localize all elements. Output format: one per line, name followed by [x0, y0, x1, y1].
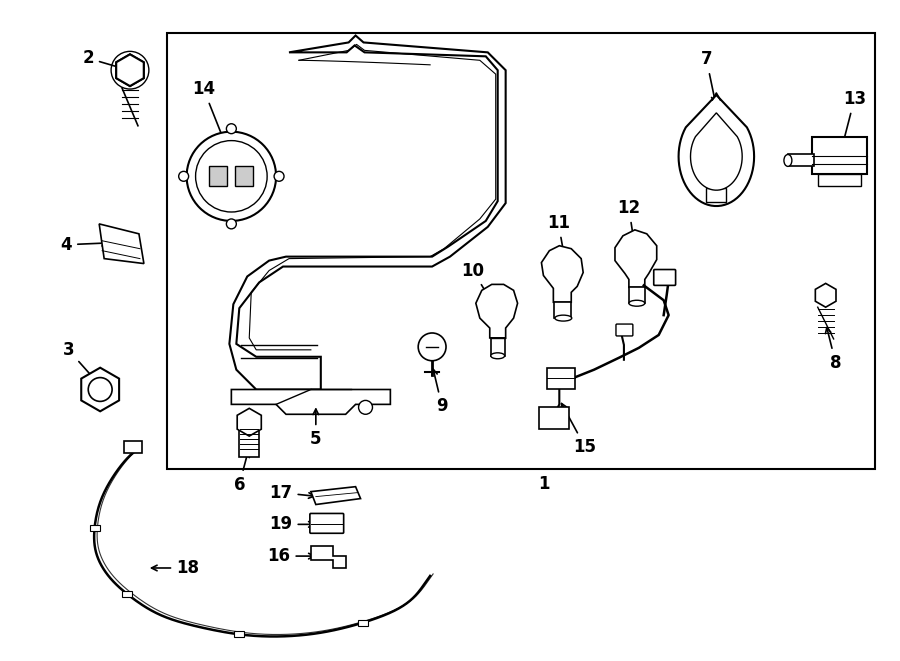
Text: 19: 19: [269, 516, 314, 533]
Text: 7: 7: [700, 50, 717, 102]
Polygon shape: [310, 486, 361, 504]
Circle shape: [88, 377, 112, 401]
Polygon shape: [679, 95, 754, 206]
Polygon shape: [542, 246, 583, 302]
Polygon shape: [615, 230, 657, 288]
Bar: [812, 137, 868, 175]
Polygon shape: [116, 54, 144, 86]
Bar: [818, 175, 861, 186]
Circle shape: [227, 124, 237, 134]
Bar: [234, 631, 244, 637]
Text: 17: 17: [269, 484, 314, 502]
Polygon shape: [310, 546, 346, 568]
Bar: [491, 338, 505, 356]
Bar: [629, 288, 644, 303]
Bar: [124, 441, 142, 453]
Bar: [358, 619, 368, 625]
Text: 10: 10: [462, 262, 500, 316]
Polygon shape: [476, 284, 518, 338]
Bar: [210, 167, 228, 186]
Text: 4: 4: [60, 236, 107, 254]
Polygon shape: [815, 284, 836, 307]
Polygon shape: [230, 36, 506, 389]
Polygon shape: [690, 113, 742, 190]
Circle shape: [274, 171, 284, 181]
Bar: [239, 422, 259, 457]
Text: 6: 6: [234, 451, 249, 494]
Bar: [235, 167, 253, 186]
Bar: [539, 407, 570, 429]
Circle shape: [179, 171, 189, 181]
Text: 14: 14: [192, 80, 225, 142]
Polygon shape: [99, 224, 144, 264]
Polygon shape: [231, 389, 391, 414]
Ellipse shape: [629, 300, 644, 306]
Circle shape: [418, 333, 446, 361]
Polygon shape: [238, 408, 261, 436]
Text: 5: 5: [310, 409, 321, 448]
Bar: [554, 302, 572, 318]
Text: 9: 9: [432, 369, 448, 415]
Circle shape: [111, 52, 148, 89]
Bar: [166, 32, 876, 469]
Text: 12: 12: [617, 199, 641, 256]
Bar: [122, 590, 131, 596]
FancyBboxPatch shape: [653, 270, 676, 286]
Ellipse shape: [554, 315, 572, 321]
Ellipse shape: [491, 353, 505, 359]
Ellipse shape: [784, 155, 792, 167]
Text: 1: 1: [539, 475, 550, 492]
Text: 13: 13: [840, 90, 866, 152]
Circle shape: [195, 141, 267, 212]
Text: 11: 11: [547, 214, 570, 274]
FancyBboxPatch shape: [310, 514, 344, 533]
Polygon shape: [81, 368, 119, 411]
Bar: [90, 525, 100, 531]
Bar: [547, 368, 575, 389]
Bar: [788, 155, 814, 167]
Polygon shape: [116, 54, 144, 86]
Circle shape: [186, 132, 276, 221]
FancyBboxPatch shape: [616, 324, 633, 336]
Text: 15: 15: [562, 403, 597, 456]
Circle shape: [227, 219, 237, 229]
Text: 8: 8: [825, 328, 842, 371]
Text: 16: 16: [267, 547, 314, 565]
Text: 3: 3: [63, 341, 97, 382]
Text: 18: 18: [151, 559, 199, 577]
Text: 2: 2: [83, 50, 124, 70]
Circle shape: [358, 401, 373, 414]
Bar: [706, 188, 726, 202]
